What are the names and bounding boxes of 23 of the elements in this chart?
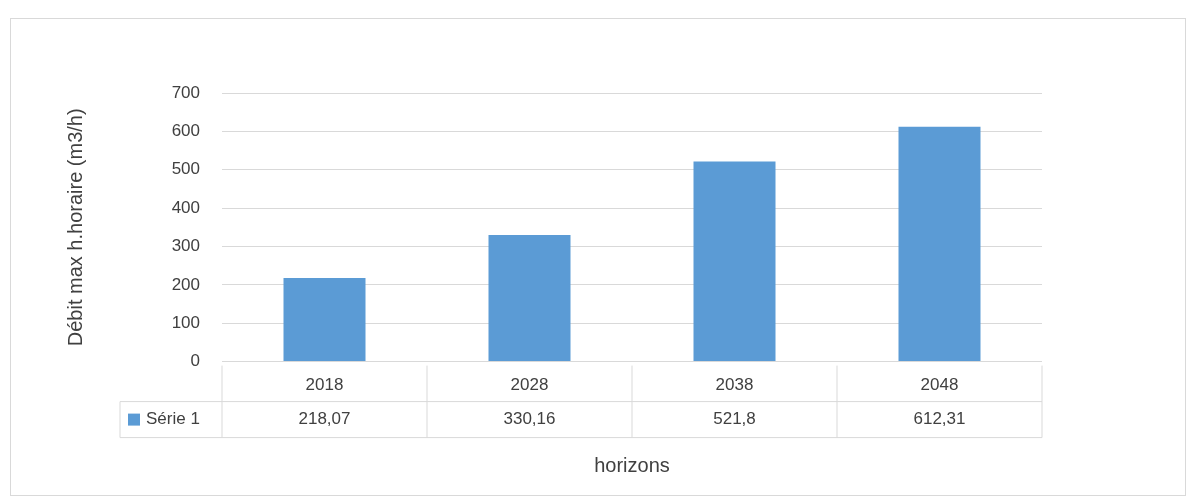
legend-label: Série 1: [146, 409, 200, 429]
x-axis-title: horizons: [594, 453, 670, 476]
y-tick-label: 100: [171, 312, 200, 332]
bar: [488, 234, 571, 362]
data-label: 612,31: [913, 409, 966, 429]
data-label: 218,07: [298, 409, 351, 429]
bar: [693, 161, 776, 362]
data-label: 330,16: [503, 409, 556, 429]
x-tick-label: 2038: [715, 375, 754, 395]
y-tick-label: 600: [171, 121, 200, 141]
y-tick-label: 200: [171, 274, 200, 294]
bar: [898, 126, 981, 362]
y-tick-label: 300: [171, 236, 200, 256]
y-axis-title: Débit max h.horaire (m3/h): [63, 108, 86, 347]
x-tick-label: 2018: [305, 375, 344, 395]
y-tick-label: 500: [171, 159, 200, 179]
y-tick-label: 400: [171, 197, 200, 217]
y-tick-label: 0: [190, 351, 200, 371]
x-tick-label: 2028: [510, 375, 549, 395]
data-label: 521,8: [713, 409, 756, 429]
bar: [283, 277, 366, 362]
y-tick-label: 700: [171, 82, 200, 102]
x-tick-label: 2048: [920, 375, 959, 395]
